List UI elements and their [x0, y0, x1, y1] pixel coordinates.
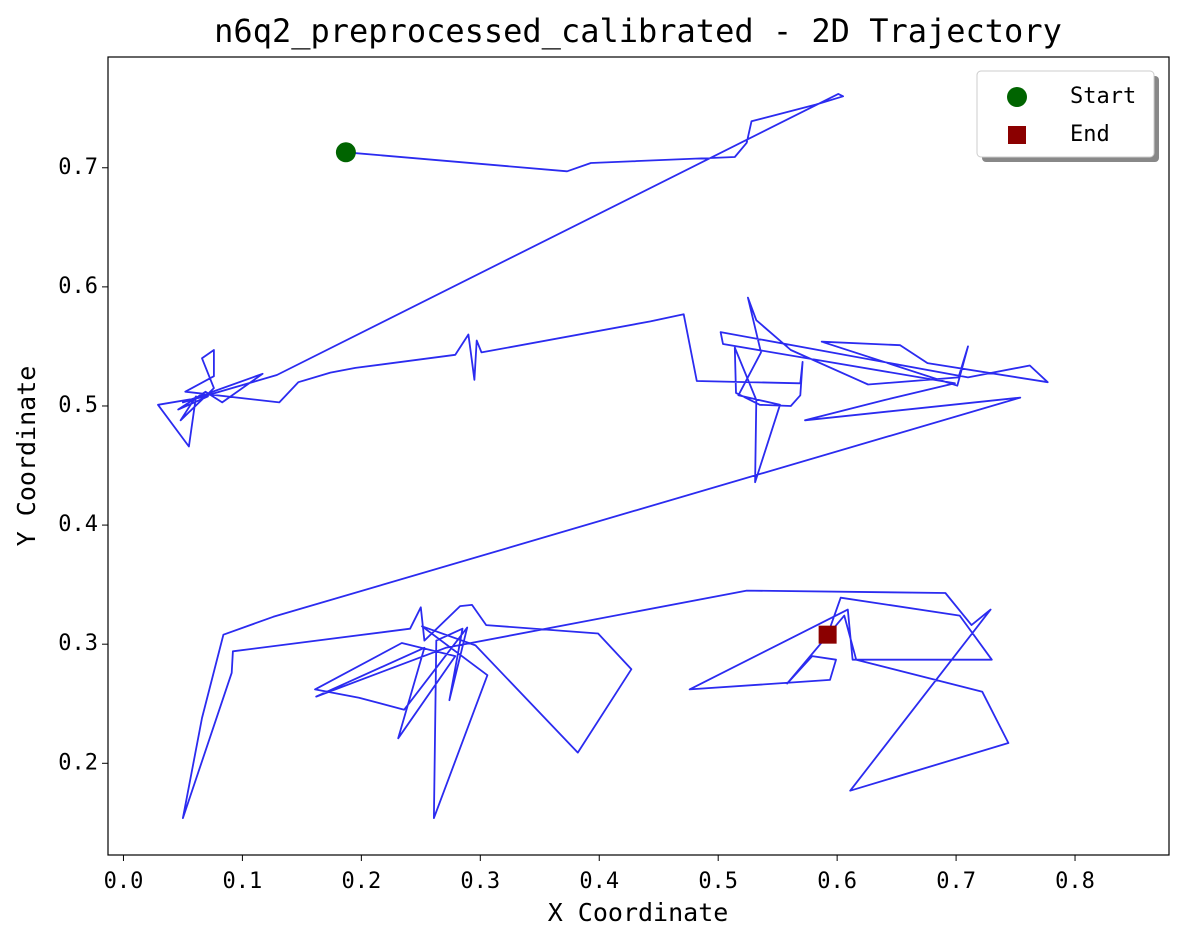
legend-marker: [1007, 87, 1027, 107]
trajectory-line: [157, 93, 1049, 819]
legend-label: Start: [1070, 84, 1136, 109]
marker-square: [818, 625, 837, 644]
y-tick-label: 0.2: [58, 750, 98, 775]
x-tick-label: 0.4: [579, 869, 619, 894]
x-tick-label: 0.7: [936, 869, 976, 894]
legend: Start End: [976, 70, 1159, 162]
x-tick-label: 0.5: [698, 869, 738, 894]
legend-marker: [1008, 126, 1026, 144]
x-tick-label: 0.0: [104, 869, 144, 894]
marker-circle: [335, 142, 356, 163]
x-tick-label: 0.3: [460, 869, 500, 894]
x-tick-label: 0.8: [1055, 869, 1095, 894]
y-tick-label: 0.6: [58, 274, 98, 299]
y-tick-label: 0.4: [58, 512, 98, 537]
x-axis-label: X Coordinate: [548, 898, 729, 927]
plot-area: 0.0 0.1 0.2 0.3 0.4 0.5 0.6 0.7 0.8 0.2 0.3 0.4 0.5 0…: [58, 93, 1095, 894]
x-tick-label: 0.1: [223, 869, 263, 894]
y-tick-label: 0.3: [58, 631, 98, 656]
x-tick-label: 0.2: [341, 869, 381, 894]
x-tick-label: 0.6: [817, 869, 857, 894]
y-axis-label: Y Coordinate: [12, 366, 41, 547]
legend-label: End: [1070, 122, 1110, 147]
y-tick-label: 0.7: [58, 155, 98, 180]
y-tick-label: 0.5: [58, 393, 98, 418]
chart-title: n6q2_preprocessed_calibrated - 2D Trajec…: [214, 12, 1062, 50]
plot-frame: [107, 56, 1170, 856]
